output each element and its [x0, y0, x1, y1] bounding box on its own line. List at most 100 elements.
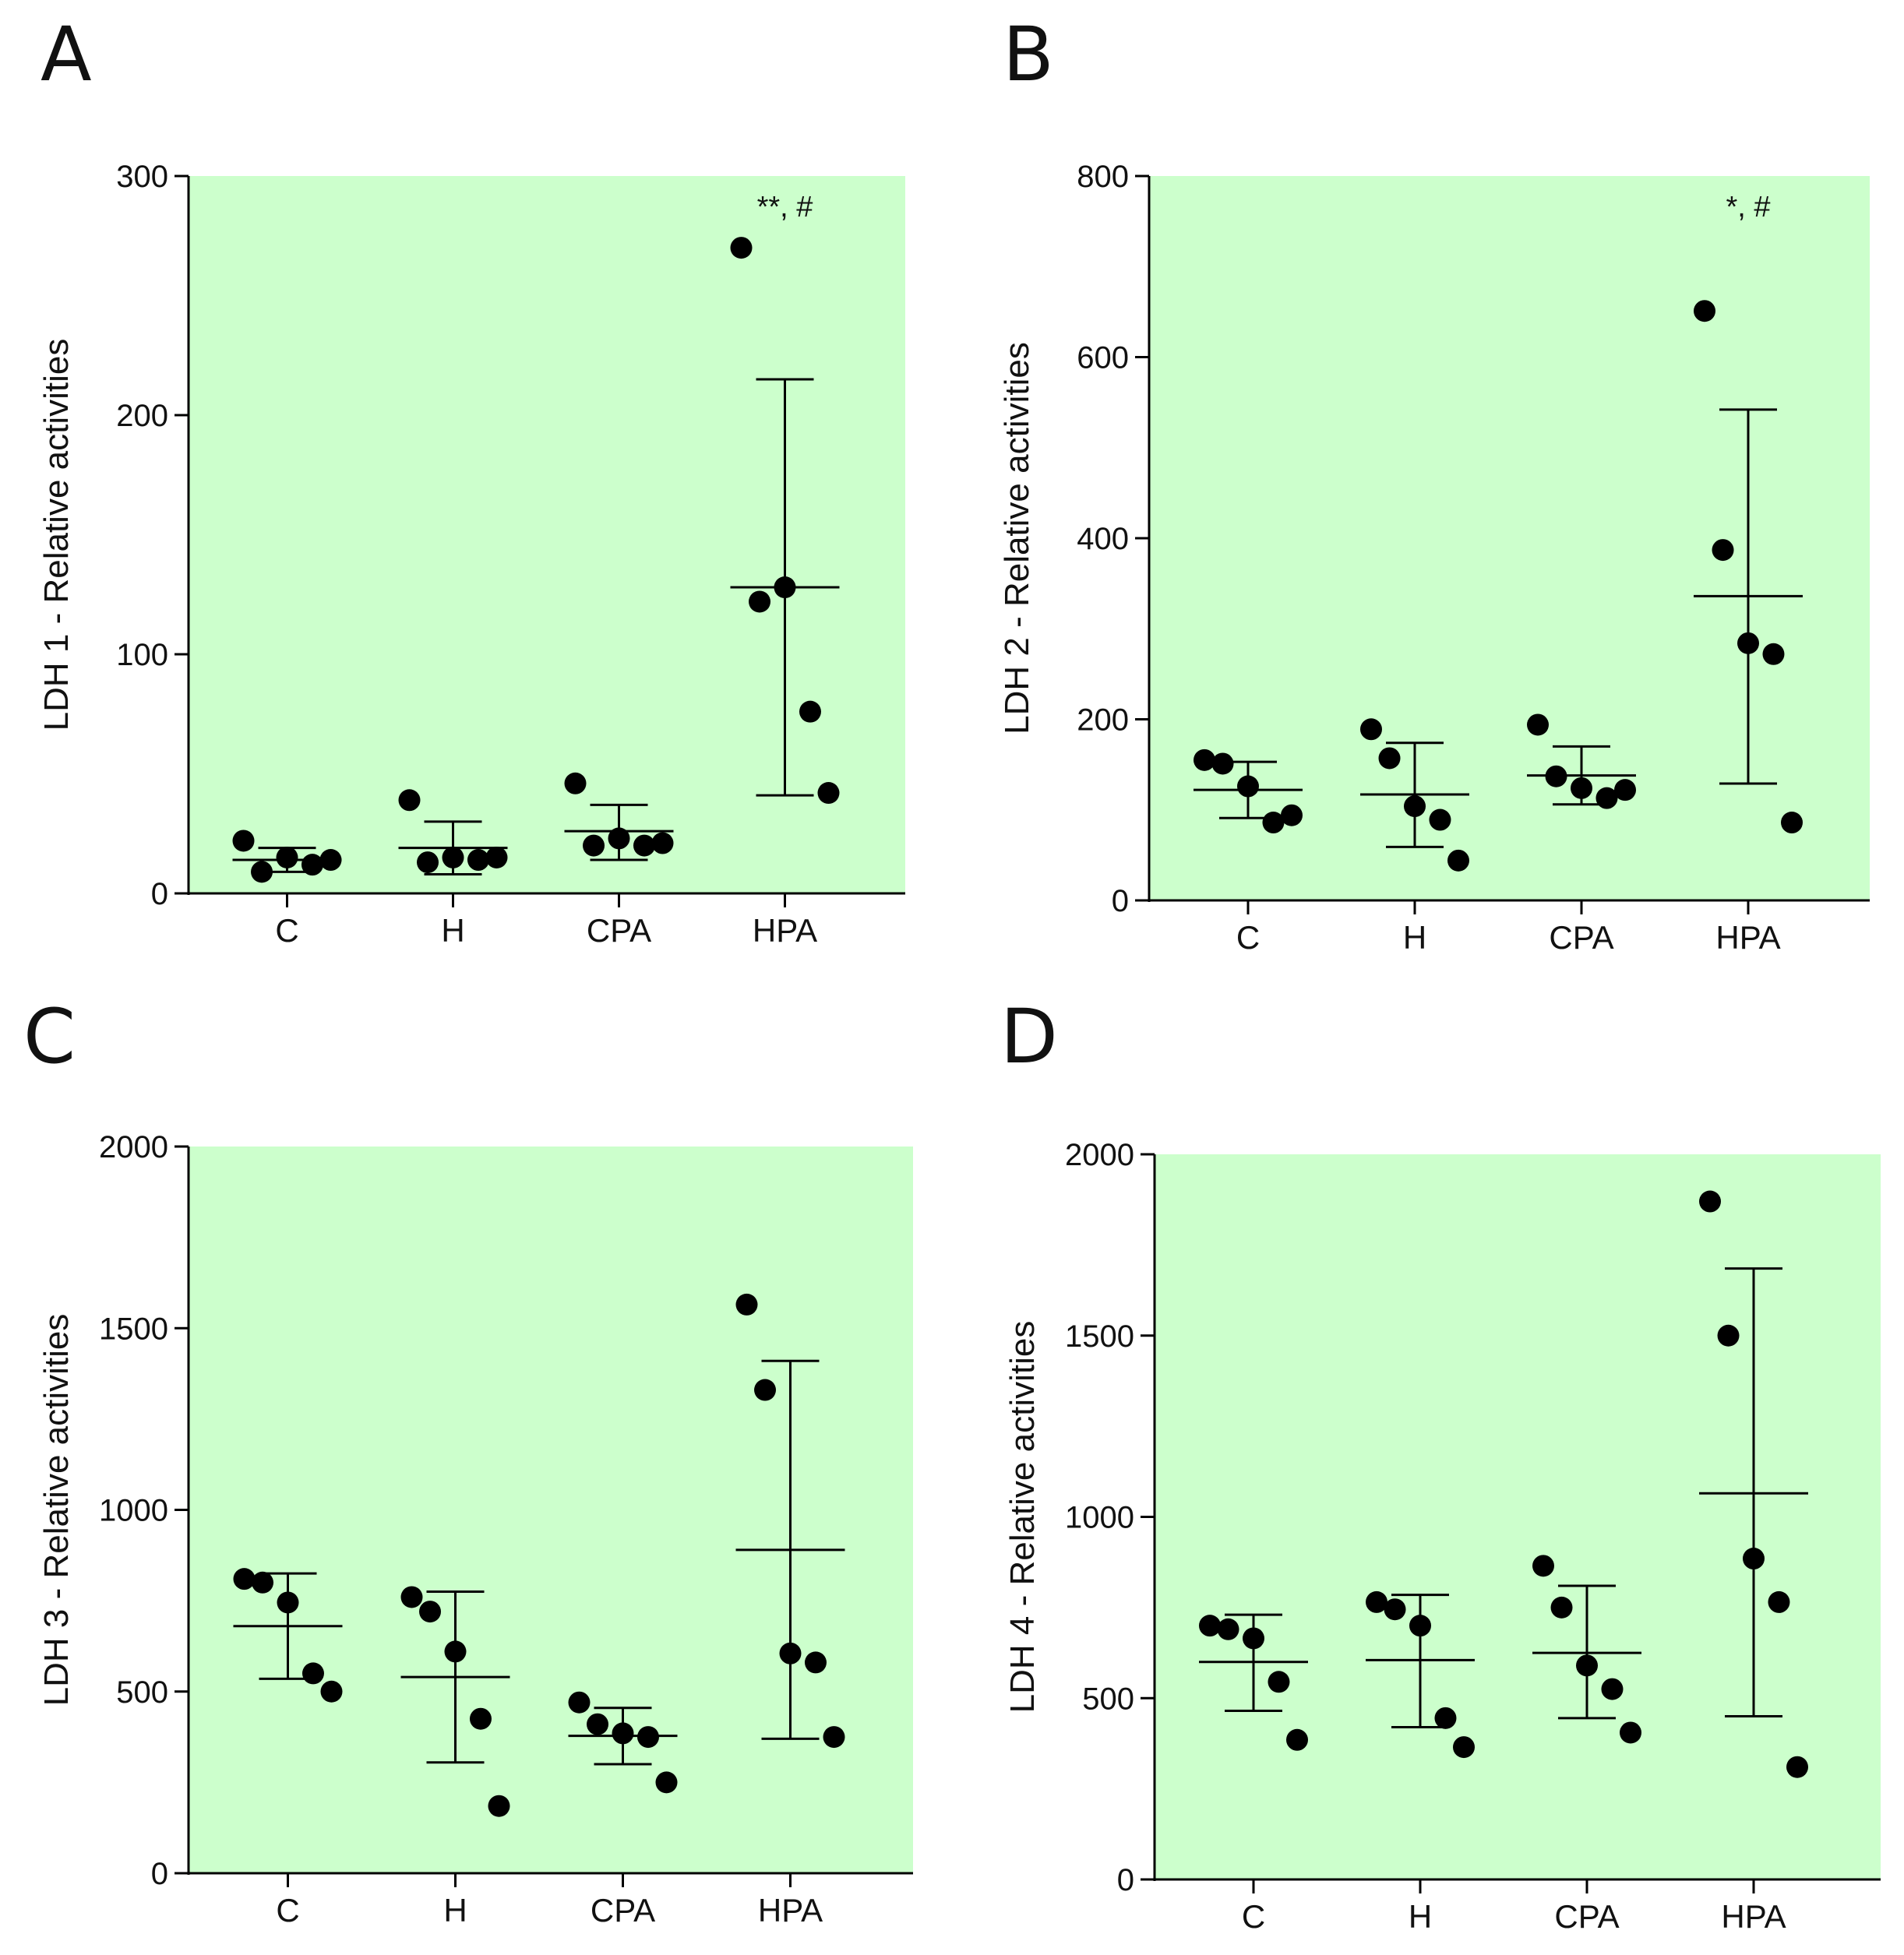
panel-a-data-point-cpa	[633, 834, 655, 857]
panel-a-data-point-c	[301, 854, 323, 876]
panel-b-data-point-c	[1262, 812, 1285, 834]
panel-b-data-point-c	[1194, 749, 1215, 771]
panel-d-x-tick-label: H	[1409, 1898, 1432, 1935]
panel-c-y-tick-label: 0	[151, 1857, 168, 1891]
panel-d-data-point-cpa	[1576, 1654, 1598, 1677]
panel-b-data-point-c	[1211, 752, 1234, 775]
panel-a-data-point-hpa	[817, 782, 840, 805]
panel-letter-d: D	[1000, 993, 1058, 1080]
panel-d-data-point-c	[1217, 1618, 1239, 1640]
panel-d-data-point-h	[1434, 1707, 1457, 1729]
panel-c-plot-area	[189, 1147, 913, 1873]
panel-b-y-tick-label: 0	[1112, 884, 1129, 918]
panel-b-x-tick-label: C	[1236, 919, 1260, 956]
panel-c-y-axis-label: LDH 3 - Relative activities	[37, 1314, 76, 1707]
panel-d-data-point-hpa	[1699, 1190, 1721, 1213]
panel-b-data-point-h	[1447, 849, 1469, 872]
panel-a-significance-annotation: **, #	[757, 191, 813, 224]
panel-c-data-point-h	[419, 1601, 442, 1623]
panel-a-data-point-h	[485, 846, 508, 868]
panel-d-data-point-hpa	[1743, 1548, 1765, 1570]
panel-c-y-tick-label: 2000	[99, 1130, 168, 1164]
panel-a-data-point-h	[467, 849, 489, 872]
panel-d-x-tick-label: CPA	[1554, 1898, 1619, 1935]
panel-c-data-point-cpa	[655, 1771, 678, 1794]
panel-d-y-tick-label: 1000	[1065, 1501, 1134, 1535]
panel-d-data-point-hpa	[1786, 1756, 1808, 1778]
panel-b-data-point-cpa	[1545, 765, 1567, 787]
panel-c-x-tick-label: CPA	[591, 1892, 655, 1929]
panel-d-x-tick-label: HPA	[1721, 1898, 1786, 1935]
panel-c-data-point-c	[277, 1591, 299, 1614]
panel-d-plot-area	[1155, 1154, 1881, 1879]
panel-b-y-tick-label: 600	[1077, 341, 1129, 375]
panel-d-data-point-h	[1453, 1736, 1475, 1759]
panel-a-y-tick-label: 300	[116, 160, 168, 194]
panel-b-y-tick-label: 200	[1077, 703, 1129, 738]
panel-b-x-tick-label: CPA	[1549, 919, 1613, 956]
panel-a-y-axis-label: LDH 1 - Relative activities	[37, 339, 76, 731]
panel-d-y-axis-label: LDH 4 - Relative activities	[1003, 1321, 1042, 1714]
panel-letter-c: C	[23, 993, 76, 1080]
panel-a-x-tick-label: HPA	[753, 912, 817, 949]
panel-c-x-tick-label: H	[443, 1892, 467, 1929]
panel-c-data-point-h	[469, 1707, 492, 1730]
panel-c-y-tick-label: 1000	[99, 1494, 168, 1528]
panel-b-x-tick-label: HPA	[1715, 919, 1780, 956]
panel-a-data-point-h	[442, 846, 464, 868]
panel-d-data-point-c	[1286, 1728, 1308, 1751]
panel-d-data-point-cpa	[1532, 1555, 1554, 1577]
panel-d-data-point-cpa	[1620, 1721, 1641, 1744]
panel-d-data-point-hpa	[1768, 1590, 1790, 1613]
panel-a-x-tick-label: H	[441, 912, 464, 949]
panel-a-data-point-cpa	[608, 827, 630, 850]
panel-b-significance-annotation: *, #	[1726, 191, 1770, 224]
panel-c-data-point-h	[400, 1586, 423, 1608]
panel-c-data-point-hpa	[735, 1293, 758, 1316]
panel-c-data-point-hpa	[823, 1726, 845, 1749]
panel-c-data-point-cpa	[636, 1726, 659, 1749]
panel-b-data-point-cpa	[1595, 787, 1618, 809]
panel-c-data-point-cpa	[568, 1691, 591, 1714]
panel-b-y-axis-label: LDH 2 - Relative activities	[998, 342, 1036, 734]
panel-a-x-tick-label: CPA	[587, 912, 651, 949]
panel-c-data-point-cpa	[612, 1722, 634, 1745]
panel-c-data-point-c	[301, 1662, 324, 1685]
panel-a-plot-area	[189, 176, 905, 893]
panel-a-y-tick-label: 200	[116, 399, 168, 433]
panel-b-data-point-c	[1281, 804, 1303, 826]
panel-a-data-point-hpa	[749, 590, 771, 613]
panel-b-data-point-cpa	[1527, 713, 1549, 736]
panel-b-data-point-h	[1360, 718, 1382, 741]
panel-b-x-tick-label: H	[1403, 919, 1426, 956]
panel-letter-b: B	[1003, 11, 1054, 98]
panel-a-data-point-cpa	[651, 832, 674, 854]
panel-b-data-point-h	[1429, 808, 1451, 831]
panel-a-data-point-h	[398, 789, 421, 812]
panel-c-y-tick-label: 500	[116, 1675, 168, 1710]
panel-b-data-point-h	[1378, 747, 1401, 770]
panel-c-x-tick-label: HPA	[758, 1892, 823, 1929]
panel-d-y-tick-label: 1500	[1065, 1319, 1134, 1354]
panel-c-data-point-cpa	[587, 1713, 609, 1735]
panel-c-x-tick-label: C	[276, 1892, 299, 1929]
panel-b-y-tick-label: 800	[1077, 160, 1129, 194]
panel-c-data-point-h	[444, 1640, 467, 1663]
panel-a-data-point-h	[417, 851, 439, 874]
panel-c-data-point-hpa	[754, 1379, 777, 1401]
panel-b-data-point-cpa	[1571, 777, 1592, 799]
panel-c-data-point-c	[252, 1571, 274, 1594]
panel-a-data-point-hpa	[799, 700, 821, 723]
panel-a-data-point-c	[232, 830, 255, 852]
panel-d-data-point-hpa	[1717, 1324, 1740, 1347]
panel-d-data-point-c	[1243, 1627, 1264, 1650]
panel-c-data-point-h	[488, 1795, 510, 1817]
panel-a-data-point-hpa	[774, 576, 796, 599]
panel-d-y-tick-label: 2000	[1065, 1138, 1134, 1172]
panel-a-y-tick-label: 100	[116, 638, 168, 672]
panel-c-data-point-hpa	[779, 1642, 802, 1664]
panel-c-y-tick-label: 1500	[99, 1312, 168, 1346]
panel-d-y-tick-label: 500	[1082, 1682, 1134, 1716]
panel-b-data-point-hpa	[1781, 812, 1803, 834]
